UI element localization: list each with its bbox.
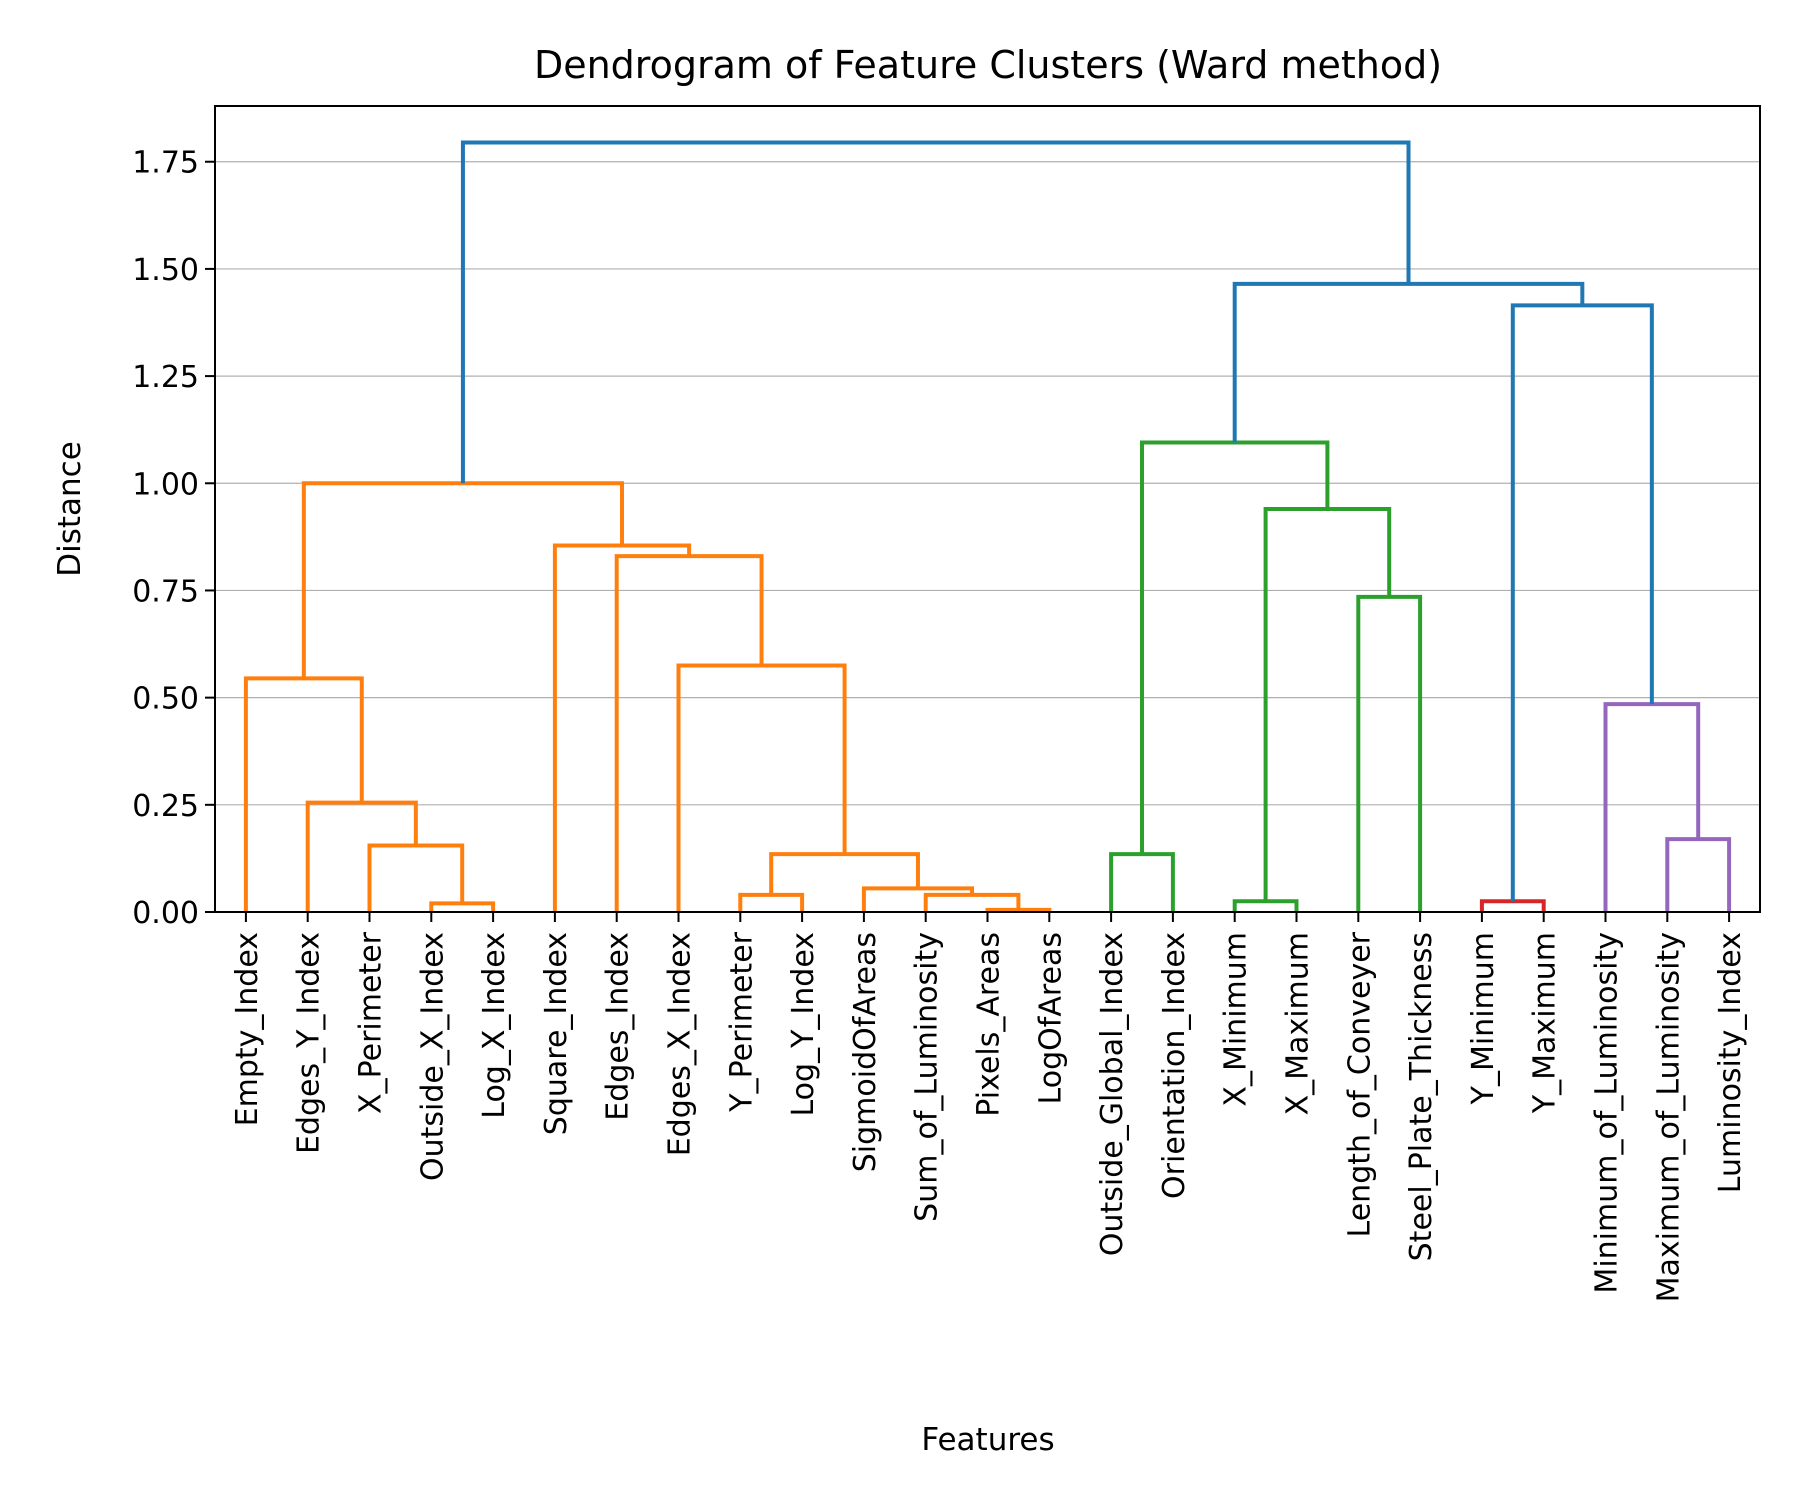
y-axis-ticks: 0.00 0.25 0.50 0.75 1.00 1.25 1.50 1.75	[132, 146, 215, 931]
leaf-label: X_Perimeter	[354, 931, 389, 1114]
leaf-label: Empty_Index	[230, 932, 265, 1126]
dendrogram-link-m18	[552, 543, 692, 912]
dendrogram-link-m6	[738, 892, 805, 912]
leaf-label: Edges_Index	[601, 932, 636, 1121]
leaf-label: Edges_Y_Index	[292, 932, 327, 1154]
x-axis-leaf-labels: Empty_Index Edges_Y_Index X_Perimeter Outsi…	[230, 912, 1748, 1302]
y-tick-label: 0.25	[132, 789, 199, 824]
y-tick-label: 0.75	[132, 574, 199, 609]
leaf-label: Steel_Plate_Thickness	[1404, 932, 1439, 1261]
chart-title: Dendrogram of Feature Clusters (Ward met…	[534, 43, 1442, 87]
dendrogram-link-m8	[1109, 852, 1175, 912]
y-tick-label: 0.00	[132, 896, 199, 931]
y-tick-label: 0.50	[132, 682, 199, 717]
leaf-label: X_Minimum	[1219, 932, 1254, 1107]
leaf-label: Square_Index	[539, 932, 574, 1135]
leaf-label: Luminosity_Index	[1713, 932, 1748, 1193]
leaf-label: SigmoidOfAreas	[848, 932, 883, 1172]
dendrogram-link-m2	[429, 901, 496, 912]
dendrogram-link-m10	[367, 843, 465, 912]
leaf-label: Orientation_Index	[1157, 932, 1192, 1199]
y-tick-label: 1.25	[132, 360, 199, 395]
y-axis-label: Distance	[52, 441, 88, 577]
leaf-label: X_Maximum	[1281, 932, 1316, 1115]
y-tick-label: 1.50	[132, 253, 199, 288]
dendrogram-link-m20	[301, 481, 625, 679]
leaf-label: Y_Maximum	[1528, 932, 1563, 1114]
dendrogram-link-m22	[1510, 303, 1654, 902]
leaf-label: Log_Y_Index	[786, 932, 821, 1117]
leaf-label: Y_Minimum	[1466, 932, 1501, 1105]
dendrogram-link-m19	[1263, 507, 1392, 902]
dendrogram-link-m13	[1603, 702, 1701, 912]
leaf-label: Length_of_Conveyer	[1342, 931, 1377, 1237]
dendrogram-link-m14	[243, 676, 364, 912]
dendrogram-link-m12	[305, 800, 418, 912]
dendrogram-link-m17	[614, 554, 764, 912]
leaf-label: Edges_X_Index	[663, 932, 698, 1156]
leaf-label: Outside_X_Index	[415, 932, 450, 1181]
leaf-label: LogOfAreas	[1033, 932, 1068, 1104]
x-axis-label: Features	[921, 1422, 1054, 1458]
leaf-label: Log_X_Index	[477, 932, 512, 1119]
dendrogram-link-m11	[1665, 837, 1732, 912]
y-tick-label: 1.00	[132, 467, 199, 502]
dendrogram-link-m24	[460, 140, 1411, 484]
leaf-label: Sum_of_Luminosity	[910, 932, 945, 1222]
leaf-label: Outside_Global_Index	[1095, 932, 1130, 1256]
dendrogram-links	[243, 140, 1732, 912]
plot-frame	[214, 105, 1761, 913]
leaf-label: Y_Perimeter	[724, 931, 759, 1112]
dendrogram-link-m16	[1356, 594, 1423, 912]
dendrogram-link-m3	[1232, 899, 1299, 912]
leaf-label: Maximum_of_Luminosity	[1651, 932, 1686, 1302]
y-tick-label: 1.75	[132, 146, 199, 181]
dendrogram-link-m15	[676, 663, 847, 912]
dendrogram-link-m23	[1232, 281, 1585, 443]
dendrogram-link-m7	[861, 886, 975, 912]
leaf-label: Pixels_Areas	[972, 932, 1007, 1117]
leaf-label: Minimum_of_Luminosity	[1590, 932, 1625, 1294]
dendrogram-link-m21	[1140, 440, 1330, 855]
dendrogram-link-m4	[1479, 899, 1546, 912]
